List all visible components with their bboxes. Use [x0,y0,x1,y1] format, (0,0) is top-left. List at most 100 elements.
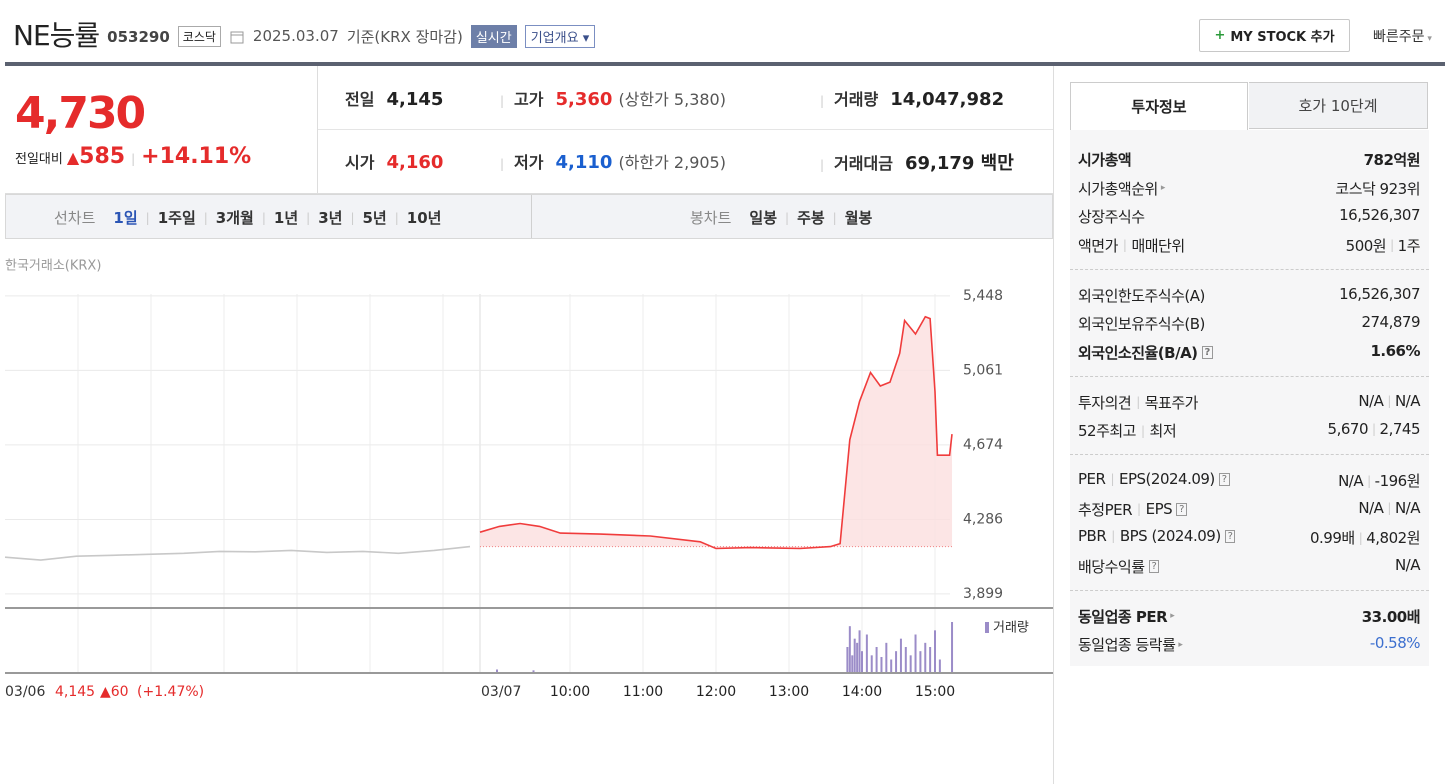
info-value: 500원 | 1주 [1346,235,1421,256]
change: 585 [79,144,126,169]
help-icon[interactable]: ? [1224,529,1236,543]
volume-bar [858,630,861,672]
price-box: 4,730 전일대비 ▲ 585 | +14.11% [5,66,318,194]
realtime[interactable]: 실시간 [470,24,517,48]
info-value-text: N/A [1394,391,1421,410]
mystock-button[interactable]: + MY STOCK 추가 [1199,19,1350,52]
separator: | [350,210,355,225]
legend-label: 거래량 [993,621,1029,636]
info-value-text: 5,670 [1327,420,1369,438]
x-tick-label: 11:00 [623,684,663,700]
info-label: 시가총액 [1078,149,1132,170]
link-arrow: ▸ [1178,639,1183,650]
y-tick-label: 5,061 [963,362,1003,378]
period-tab[interactable]: 10년 [406,209,442,227]
chart: 한국거래소(KRX) 10:00 11:00 12:00 13:00 14:00 15:0… [4,259,1053,700]
volume-bar [914,634,917,672]
volume-bar [865,634,868,672]
price-line [4,545,471,561]
mystock-label[interactable]: MY STOCK 추가 [1230,30,1335,45]
x-tick-label: 12:00 [696,684,736,700]
info-label-text: 동일업종 PER [1078,607,1168,626]
period-tab[interactable]: 3년 [318,209,343,227]
separator: | [832,210,837,225]
period-label: 선차트 [54,209,96,227]
info-value: 0.99배 | 4,802원 [1310,527,1420,548]
separator: | [820,94,825,108]
info-value: 16,526,307 [1339,206,1420,224]
help-icon[interactable]: ? [1218,472,1230,486]
separator: | [1122,238,1127,252]
info-value-text: N/A [1338,471,1364,490]
help-icon[interactable]: ? [1148,559,1160,573]
quick-label[interactable]: 빠른주문 [1373,29,1425,45]
period-tab[interactable]: 주봉 [797,209,825,227]
volume-bar [853,638,856,672]
side-tab[interactable]: 호가 10단계 [1249,82,1428,129]
info-label-text: EPS [1145,500,1173,518]
info-label: 동일업종 등락률 ▸ [1078,634,1183,655]
period-tab[interactable]: 일봉 [749,209,778,227]
side-panel: 투자정보 호가 10단계 시가총액 782억원 시가총액순위 ▸ 코스닥 923위 상장주식수… [1070,82,1429,666]
period-tab[interactable]: 3개월 [215,209,254,227]
period-tab[interactable]: 월봉 [844,209,873,227]
volume-bar [846,647,849,672]
summary-value: 14,047,982 [890,89,1005,110]
separator: | [1141,423,1145,438]
info-value-text: -196원 [1374,472,1421,490]
info-value: 274,879 [1361,313,1420,331]
x-tick-label: 10:00 [550,684,590,700]
summary-value: 4,110 [555,152,613,173]
summary-label: 시가 [345,153,375,172]
summary-cell: | 거래대금 69,179 백만 [820,149,1014,175]
side-tab[interactable]: 투자정보 [1070,82,1248,130]
separator: | [1390,238,1394,252]
period-label: 봉차트 [690,209,732,227]
summary-label: 고가 [514,90,544,109]
volume-bar [851,655,854,672]
info-label-text: 외국인한도주식수(A) [1078,286,1205,305]
separator: | [306,210,311,225]
period-tab[interactable]: 1년 [273,209,299,227]
separator: | [500,94,505,108]
x-tick-label: 13:00 [769,684,809,700]
info-value-text: 782억원 [1363,151,1421,169]
info-label: PER | EPS(2024.09)? [1078,470,1230,488]
overview[interactable]: 기업개요 ▾ [524,24,596,48]
separator: | [394,210,399,225]
volume-bar [929,647,932,672]
info-label: 배당수익률? [1078,556,1160,577]
help-icon[interactable]: ? [1201,345,1213,359]
info-value: 782억원 [1363,149,1421,170]
info-label: 액면가 | 매매단위 [1078,235,1185,256]
volume-bar [875,647,878,672]
period-tab[interactable]: 5년 [362,209,387,227]
info-value-text: 16,526,307 [1339,206,1420,224]
info-label-text: 시가총액 [1078,151,1132,169]
info-label-text: 외국인소진율(B/A) [1078,343,1198,362]
info-label-text: PER [1078,470,1106,488]
info-value-text: N/A [1358,498,1384,517]
date: 2025.03.07 [252,27,339,45]
overview-label[interactable]: 기업개요 [530,30,579,46]
info-label-text: 추정PER [1078,500,1133,519]
info-value: 1.66% [1370,342,1420,360]
prev-rate: (+1.47%) [137,684,204,700]
prev-change: ▲60 [100,684,129,700]
period-tab[interactable]: 1주일 [157,209,196,227]
info-value-text: 4,802원 [1366,529,1420,547]
period-tab[interactable]: 1일 [113,209,138,227]
info-label-text: 52주최고 [1078,422,1137,440]
market: 코스닥 [177,25,221,47]
info-label-text: BPS (2024.09) [1119,527,1221,545]
summary-value: 5,360 [555,89,613,110]
help-icon[interactable]: ? [1176,502,1187,516]
info-value: 5,670 | 2,745 [1327,420,1421,438]
separator: | [1136,395,1140,409]
info-value-text: 코스닥 923위 [1335,179,1420,198]
volume-bar [870,655,873,672]
group-separator [1070,268,1429,270]
volume-bar [496,669,498,672]
y-tick-label: 5,448 [963,288,1003,304]
quick-order[interactable]: 빠른주문 ▾ [1373,29,1432,45]
